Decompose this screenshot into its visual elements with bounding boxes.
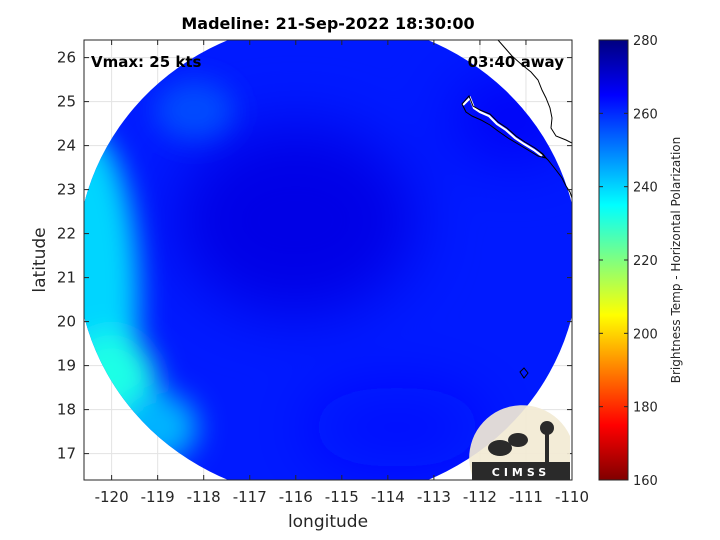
logo-dish-right — [508, 433, 528, 447]
island — [519, 367, 529, 379]
swath-south-band — [307, 387, 488, 468]
colorbar-tick-label: 160 — [633, 474, 658, 489]
colorbar-tick-label: 240 — [633, 181, 658, 196]
x-tick-label: -110 — [555, 488, 589, 506]
colorbar — [598, 39, 629, 481]
time-away-annotation: 03:40 away — [468, 53, 565, 71]
logo-tower — [545, 428, 549, 462]
x-tick-label: -115 — [325, 488, 359, 506]
colorbar-tick-label: 200 — [633, 327, 658, 342]
y-tick-label: 19 — [57, 357, 76, 375]
chart-title: Madeline: 21-Sep-2022 18:30:00 — [181, 14, 474, 33]
x-tick-label: -116 — [279, 488, 313, 506]
logo-tower-top — [540, 421, 554, 435]
colorbar-tick-label: 260 — [633, 107, 658, 122]
x-tick-label: -120 — [95, 488, 129, 506]
logo-text: CIMSS — [492, 466, 550, 479]
y-axis-label: latitude — [30, 227, 50, 292]
vmax-annotation: Vmax: 25 kts — [91, 53, 201, 71]
y-tick-label: 21 — [57, 269, 76, 287]
y-tick-label: 18 — [57, 401, 76, 419]
y-tick-label: 20 — [57, 313, 76, 331]
axis-ticks: -120 -119 -118 -117 -116 -115 -114 -113 -112 -111… — [57, 40, 589, 506]
y-tick-label: 26 — [57, 49, 76, 67]
y-tick-label: 17 — [57, 445, 76, 463]
coastline-outer — [497, 40, 572, 144]
x-tick-label: -117 — [233, 488, 267, 506]
cimss-logo: CIMSS — [469, 405, 570, 480]
x-tick-label: -111 — [509, 488, 543, 506]
coastline — [461, 40, 572, 379]
colorbar-tick-label: 220 — [633, 254, 658, 269]
y-tick-label: 25 — [57, 93, 76, 111]
x-tick-label: -112 — [463, 488, 497, 506]
x-tick-label: -114 — [371, 488, 405, 506]
logo-dish-left — [488, 440, 512, 456]
colorbar-ticks: 160 180 200 220 240 260 280 — [599, 34, 658, 489]
swath-warm-core — [175, 125, 416, 316]
logo-building — [472, 462, 570, 480]
colorbar-tick-label: 280 — [633, 34, 658, 49]
x-tick-label: -119 — [141, 488, 175, 506]
axes-box — [83, 39, 573, 481]
coastline-peninsula — [461, 95, 548, 159]
y-tick-label: 23 — [57, 181, 76, 199]
x-axis-label: longitude — [288, 512, 368, 532]
coastline-lower — [539, 151, 572, 199]
colorbar-tick-label: 180 — [633, 401, 658, 416]
x-tick-label: -113 — [417, 488, 451, 506]
y-tick-label: 22 — [57, 225, 76, 243]
x-tick-label: -118 — [187, 488, 221, 506]
colorbar-label: Brightness Temp - Horizontal Polarizatio… — [669, 137, 683, 384]
y-tick-label: 24 — [57, 137, 76, 155]
swath-northwest-edge — [154, 80, 235, 141]
